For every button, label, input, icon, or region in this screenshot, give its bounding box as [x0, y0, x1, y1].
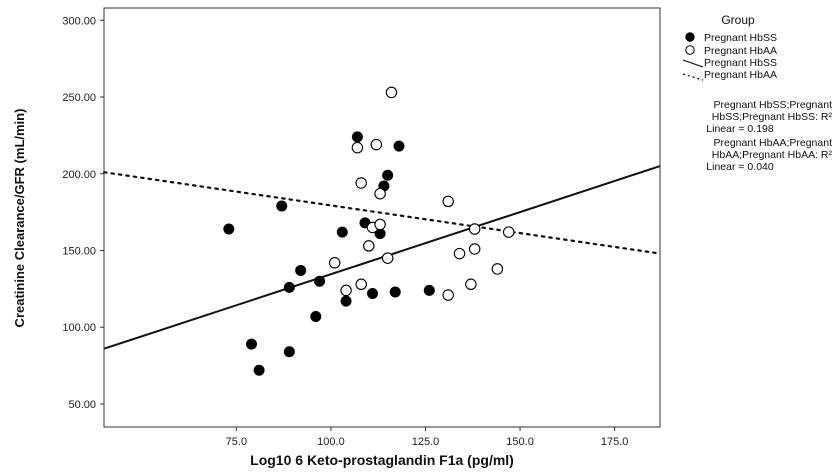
legend-label-hbaa-points: Pregnant HbAA — [704, 45, 777, 57]
hbaa-point-14 — [442, 195, 454, 208]
x-tick-label-3: 125.0 — [412, 436, 440, 448]
x-tick-label-1: 75.0 — [226, 436, 247, 448]
hbss-point-17 — [382, 169, 394, 181]
rsq-hbss-line-2: HbSS;Pregnant HbSS: R² — [712, 111, 833, 123]
x-tick-label-5: 175.0 — [601, 436, 629, 448]
hbss-point-12 — [351, 131, 363, 143]
hbss-point-2 — [246, 338, 258, 350]
rsq-hbss-line-1: Pregnant HbSS;Pregnant — [714, 99, 833, 111]
legend: Group Pregnant HbSS Pregnant HbAA Pregna… — [682, 13, 777, 81]
hbaa-point-6 — [363, 240, 375, 252]
hbss-point-4 — [276, 200, 288, 212]
legend-filled-circle-marker — [685, 32, 695, 42]
hbaa-point-16 — [465, 278, 477, 291]
hbaa-point-5 — [355, 177, 367, 189]
legend-solid-line-marker — [682, 59, 704, 68]
hbaa-point-20 — [502, 226, 515, 238]
hbaa-point-11 — [381, 252, 394, 264]
y-axis-title: Creatinine Clearance/GFR (mL/min) — [12, 109, 27, 328]
x-axis-title: Log10 6 Keto-prostaglandin F1a (pg/ml) — [250, 452, 514, 468]
fit-line-hbaa — [102, 171, 662, 255]
rsq-annotation-hbss: Pregnant HbSS;Pregnant HbSS;Pregnant HbS… — [706, 99, 832, 135]
hbss-point-14 — [367, 287, 379, 299]
hbss-point-8 — [310, 310, 322, 322]
y-tick-label-5: 250.00 — [62, 92, 96, 104]
hbaa-point-18 — [468, 243, 481, 255]
hbss-point-19 — [393, 140, 405, 152]
y-tick-label-1: 50.00 — [68, 399, 96, 411]
rsq-hbaa-line-1: Pregnant HbAA;Pregnant — [714, 137, 833, 149]
hbss-point-3 — [253, 364, 265, 376]
legend-title: Group — [721, 13, 755, 27]
rsq-annotation-hbaa: Pregnant HbAA;Pregnant HbAA;Pregnant HbA… — [706, 137, 832, 173]
x-tick-label-4: 150.0 — [506, 436, 534, 448]
rsq-hbaa-line-3: Linear = 0.040 — [706, 161, 774, 173]
data-points-layer — [223, 86, 515, 376]
hbaa-point-10 — [374, 187, 386, 200]
rsq-hbaa-line-2: HbAA;Pregnant HbAA: R² — [712, 149, 833, 161]
hbaa-point-17 — [468, 223, 481, 235]
x-tick-label-2: 100.0 — [317, 436, 345, 448]
hbaa-point-15 — [453, 247, 466, 260]
hbaa-point-13 — [442, 289, 454, 301]
legend-open-circle-marker — [685, 45, 695, 55]
hbaa-point-2 — [340, 284, 352, 297]
hbaa-point-12 — [385, 86, 398, 99]
hbaa-point-1 — [328, 257, 341, 269]
hbss-point-10 — [336, 226, 348, 238]
legend-dotted-line-marker — [682, 73, 704, 81]
hbss-point-18 — [389, 286, 401, 298]
y-tick-label-3: 150.00 — [62, 245, 96, 257]
legend-label-hbss-points: Pregnant HbSS — [704, 32, 777, 44]
hbaa-point-19 — [491, 263, 504, 275]
axis-ticks-layer: 75.0 100.0 125.0 150.0 175.0 50.00 100.00 150.0… — [62, 15, 628, 448]
y-tick-label-2: 100.00 — [62, 322, 96, 334]
y-tick-label-6: 300.00 — [62, 15, 96, 27]
legend-label-hbss-line: Pregnant HbSS — [704, 57, 777, 69]
hbaa-point-8 — [370, 138, 383, 151]
hbss-point-1 — [223, 223, 235, 235]
hbss-point-6 — [283, 281, 295, 293]
legend-label-hbaa-line: Pregnant HbAA — [704, 69, 777, 81]
hbss-point-11 — [340, 295, 352, 307]
hbss-point-20 — [423, 284, 435, 296]
hbss-point-5 — [283, 346, 295, 358]
hbss-point-9 — [314, 275, 326, 287]
hbss-point-7 — [295, 264, 307, 276]
y-tick-label-4: 200.00 — [62, 169, 96, 181]
rsq-hbss-line-3: Linear = 0.198 — [706, 123, 774, 135]
hbaa-point-3 — [351, 141, 364, 154]
hbaa-point-9 — [374, 218, 386, 231]
plot-frame — [103, 7, 661, 428]
hbaa-point-4 — [355, 278, 367, 291]
